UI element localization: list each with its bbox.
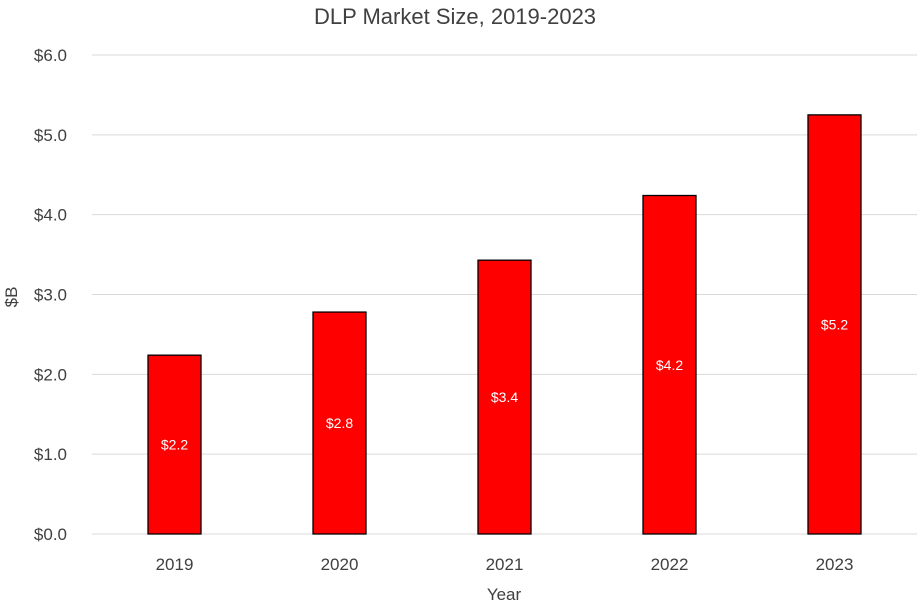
y-tick-label: $6.0 <box>34 46 67 65</box>
data-label-2020: $2.8 <box>326 415 353 431</box>
bar-2019 <box>147 354 202 535</box>
y-tick-label: $1.0 <box>34 445 67 464</box>
data-label-2023: $5.2 <box>821 316 848 332</box>
bars: $2.2 $2.8 $3.4 $4.2 $5.2 <box>147 114 862 535</box>
y-tick-label: $3.0 <box>34 286 67 305</box>
y-axis-ticks: $0.0 $1.0 $2.0 $3.0 $4.0 $5.0 $6.0 <box>34 46 67 544</box>
x-axis-ticks: 2019 2020 2021 2022 2023 <box>156 555 854 574</box>
data-label-2019: $2.2 <box>161 437 188 453</box>
data-label-2022: $4.2 <box>656 357 683 373</box>
x-tick-label: 2022 <box>651 555 689 574</box>
x-tick-label: 2020 <box>321 555 359 574</box>
y-tick-label: $4.0 <box>34 206 67 225</box>
y-tick-label: $5.0 <box>34 126 67 145</box>
bar-2023 <box>807 114 862 535</box>
x-tick-label: 2023 <box>816 555 854 574</box>
x-axis-label: Year <box>487 585 522 604</box>
y-axis-label: $B <box>2 287 21 308</box>
chart-title: DLP Market Size, 2019-2023 <box>314 4 596 29</box>
bar-2020 <box>312 311 367 535</box>
data-label-2021: $3.4 <box>491 389 518 405</box>
y-tick-label: $0.0 <box>34 525 67 544</box>
x-tick-label: 2019 <box>156 555 194 574</box>
y-tick-label: $2.0 <box>34 365 67 384</box>
bar-2021 <box>477 259 532 535</box>
bar-2022 <box>642 194 697 535</box>
x-tick-label: 2021 <box>486 555 524 574</box>
